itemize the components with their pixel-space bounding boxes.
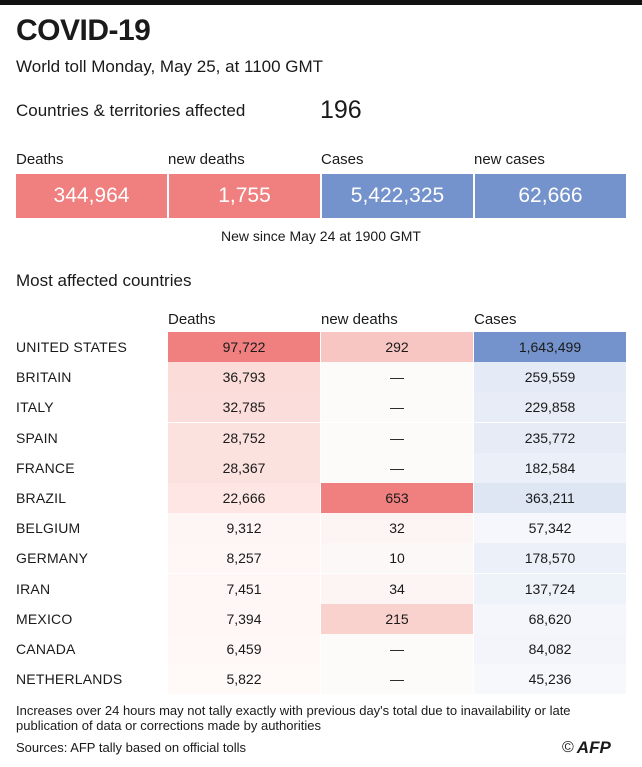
col-head-deaths: Deaths (168, 311, 216, 328)
table-row: ITALY 32,785—229,858 (0, 392, 642, 423)
table-row: NETHERLANDS 5,822—45,236 (0, 664, 642, 695)
new-deaths-cell: — (321, 362, 473, 393)
cases-cell: 363,211 (474, 482, 626, 513)
cases-cell: 178,570 (474, 543, 626, 574)
deaths-cell: 9,312 (168, 513, 320, 544)
country-name: IRAN (16, 580, 51, 597)
table-row: CANADA 6,459—84,082 (0, 633, 642, 664)
cases-cell: 229,858 (474, 392, 626, 423)
cases-cell: 45,236 (474, 664, 626, 695)
summary-value-new-cases: 62,666 (475, 174, 626, 218)
table-row: FRANCE 28,367—182,584 (0, 452, 642, 483)
country-name: FRANCE (16, 459, 75, 476)
new-deaths-cell: 292 (321, 332, 473, 362)
section-title: Most affected countries (16, 271, 192, 290)
deaths-cell: 8,257 (168, 543, 320, 574)
col-head-new-deaths: new deaths (321, 311, 398, 328)
summary-values: 344,964 1,755 5,422,325 62,666 (0, 174, 642, 218)
country-name: NETHERLANDS (16, 671, 123, 688)
table-row: SPAIN 28,752—235,772 (0, 422, 642, 453)
cases-cell: 259,559 (474, 362, 626, 393)
table-row: BRAZIL 22,666 653 363,211 (0, 482, 642, 513)
country-name: UNITED STATES (16, 339, 127, 355)
new-deaths-cell: 653 (321, 482, 473, 513)
country-name: SPAIN (16, 429, 58, 446)
country-name: GERMANY (16, 550, 89, 567)
new-deaths-cell: — (321, 664, 473, 695)
new-deaths-cell: 32 (321, 513, 473, 544)
affected-value: 196 (320, 96, 362, 124)
deaths-cell: 32,785 (168, 392, 320, 423)
afp-logo: © AFP (562, 738, 611, 758)
new-deaths-cell: 215 (321, 603, 473, 634)
table-row: BELGIUM 9,312 32 57,342 (0, 513, 642, 544)
summary-value-new-deaths: 1,755 (169, 174, 320, 218)
country-name: BRITAIN (16, 369, 72, 386)
affected-label: Countries & territories affected (16, 101, 246, 120)
deaths-cell: 7,451 (168, 573, 320, 604)
country-name: BELGIUM (16, 520, 81, 537)
deaths-cell: 22,666 (168, 482, 320, 513)
cases-cell: 182,584 (474, 452, 626, 483)
deaths-cell: 36,793 (168, 362, 320, 393)
table-row: IRAN 7,451 34 137,724 (0, 573, 642, 604)
table-row: BRITAIN 36,793—259,559 (0, 362, 642, 393)
table-row: GERMANY 8,257 10 178,570 (0, 543, 642, 574)
page-subtitle: World toll Monday, May 25, at 1100 GMT (16, 57, 324, 76)
copyright-symbol: © (562, 739, 574, 756)
cases-cell: 137,724 (474, 573, 626, 604)
footnote: Increases over 24 hours may not tally ex… (16, 703, 571, 733)
country-name: ITALY (16, 399, 54, 416)
new-deaths-cell: — (321, 452, 473, 483)
cases-cell: 235,772 (474, 422, 626, 453)
country-name: MEXICO (16, 610, 73, 627)
cases-cell: 84,082 (474, 633, 626, 664)
deaths-cell: 28,752 (168, 422, 320, 453)
top-rule (0, 0, 642, 5)
table-row: MEXICO 7,394 215 68,620 (0, 603, 642, 634)
summary-value-cases: 5,422,325 (322, 174, 473, 218)
table-header: Deaths new deaths Cases (0, 311, 642, 331)
deaths-cell: 6,459 (168, 633, 320, 664)
source-credit: Sources: AFP tally based on official tol… (16, 740, 247, 755)
new-deaths-cell: — (321, 633, 473, 664)
summary-note: New since May 24 at 1900 GMT (221, 228, 421, 244)
deaths-cell: 7,394 (168, 603, 320, 634)
page-title: COVID-19 (16, 14, 151, 47)
deaths-cell: 97,722 (168, 332, 320, 362)
summary-value-deaths: 344,964 (16, 174, 167, 218)
cases-cell: 1,643,499 (474, 332, 626, 362)
cases-cell: 68,620 (474, 603, 626, 634)
summary-label-deaths: Deaths (16, 151, 64, 168)
summary-labels: Deaths new deaths Cases new cases (0, 151, 642, 171)
new-deaths-cell: — (321, 422, 473, 453)
deaths-cell: 5,822 (168, 664, 320, 695)
country-table: UNITED STATES 97,722 292 1,643,499 BRITAIN 36… (0, 332, 642, 695)
new-deaths-cell: 34 (321, 573, 473, 604)
new-deaths-cell: — (321, 392, 473, 423)
country-name: CANADA (16, 640, 76, 657)
summary-label-cases: Cases (321, 151, 364, 168)
deaths-cell: 28,367 (168, 452, 320, 483)
country-name: BRAZIL (16, 489, 67, 506)
cases-cell: 57,342 (474, 513, 626, 544)
summary-label-new-cases: new cases (474, 151, 545, 168)
table-row: UNITED STATES 97,722 292 1,643,499 (0, 332, 642, 362)
new-deaths-cell: 10 (321, 543, 473, 574)
afp-logo-text: AFP (576, 738, 611, 757)
col-head-cases: Cases (474, 311, 517, 328)
summary-label-new-deaths: new deaths (168, 151, 245, 168)
